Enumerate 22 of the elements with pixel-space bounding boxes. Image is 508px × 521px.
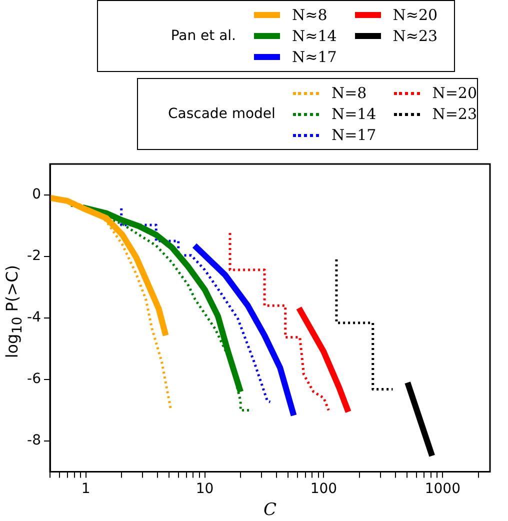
legend-label: N=20 [432,84,477,102]
x-tick-label: 1000 [424,480,460,497]
legend-label: N≈8 [292,6,328,24]
y-tick-label: -4 [27,310,42,326]
legend-label: N=17 [331,126,376,144]
legend-label: N≈17 [292,48,337,66]
x-tick-label: 100 [310,480,338,497]
text: Cascade model [166,106,276,122]
x-tick-label: 10 [196,480,214,497]
y-tick-label: -8 [27,432,41,449]
y-tick-label: -2 [27,248,41,264]
y-tick-label: 0 [32,186,41,202]
y-tick-label: -6 [27,371,42,388]
legend-label: N=8 [331,84,367,102]
x-axis-title: C [263,500,277,520]
legend-label: N=23 [432,105,477,123]
legend-label: N=14 [331,105,376,123]
x-tick-label: 1 [81,480,90,497]
legend-label: N≈23 [392,27,438,45]
legend-label: N≈20 [392,6,438,24]
text: Pan et al. [170,28,237,44]
legend-label: N≈14 [292,27,337,45]
